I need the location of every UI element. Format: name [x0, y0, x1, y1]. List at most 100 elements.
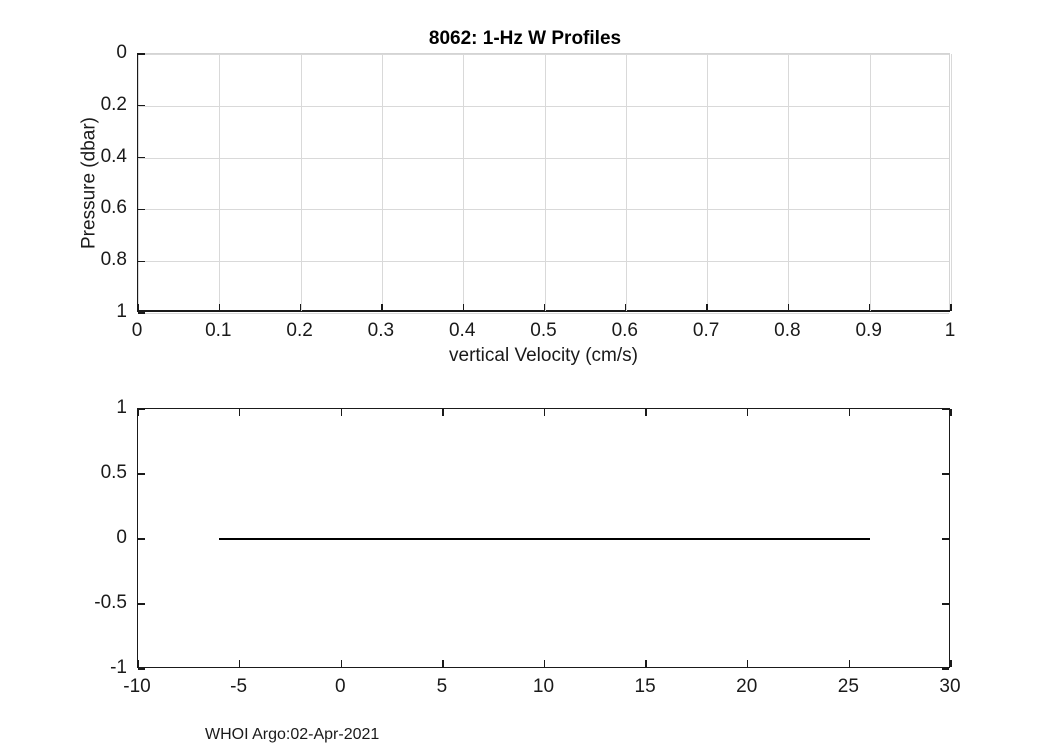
- x-tick-mark: [299, 304, 302, 311]
- x-tick-mark: [950, 304, 952, 311]
- x-tick-mark: [442, 660, 444, 667]
- y-tick-label: 0.5: [100, 462, 127, 483]
- y-tick-mark: [138, 603, 145, 605]
- gridline-vertical: [463, 54, 465, 311]
- x-tick-label: 0.8: [774, 320, 801, 341]
- y-tick-mark-right: [942, 473, 949, 475]
- y-tick-mark: [138, 53, 145, 55]
- y-tick-label: 0: [116, 42, 127, 63]
- x-tick-mark-top: [238, 409, 241, 416]
- upper-x-axis-title: vertical Velocity (cm/s): [449, 345, 638, 366]
- x-tick-mark: [747, 660, 749, 667]
- x-tick-label: 0.3: [367, 320, 395, 341]
- x-tick-label: 5: [436, 676, 448, 697]
- x-tick-label: 20: [736, 676, 758, 697]
- x-tick-label: 0.9: [855, 320, 882, 341]
- x-tick-mark: [706, 304, 708, 311]
- gridline-horizontal: [138, 261, 949, 263]
- y-tick-mark: [138, 473, 145, 475]
- x-tick-label: 0.1: [205, 320, 232, 341]
- x-tick-mark: [543, 304, 546, 311]
- x-tick-mark: [137, 660, 139, 667]
- gridline-horizontal: [138, 313, 949, 314]
- gridline-vertical: [300, 54, 302, 311]
- y-tick-mark: [138, 208, 145, 211]
- x-tick-mark-top: [950, 409, 952, 416]
- y-tick-mark-right: [942, 538, 949, 540]
- x-tick-mark: [625, 304, 627, 311]
- gridline-vertical: [951, 54, 952, 311]
- y-tick-label: 1: [116, 397, 127, 418]
- x-tick-mark: [787, 304, 790, 311]
- y-tick-mark-right: [942, 668, 949, 670]
- lower-plot-axes: [137, 408, 952, 670]
- y-tick-label: 0.2: [100, 93, 127, 115]
- y-tick-label: 0.6: [100, 197, 127, 219]
- x-tick-mark: [340, 660, 342, 667]
- figure-title: 8062: 1-Hz W Profiles: [428, 28, 622, 49]
- gridline-vertical: [381, 54, 383, 311]
- gridline-vertical: [788, 54, 790, 311]
- y-tick-label: 0: [116, 527, 127, 548]
- x-tick-mark: [137, 304, 139, 311]
- y-tick-mark: [138, 538, 145, 540]
- y-tick-mark: [138, 668, 145, 670]
- x-tick-label: 0.2: [286, 320, 313, 341]
- footer-credit: WHOI Argo:02-Apr-2021: [205, 726, 380, 743]
- gridline-horizontal: [138, 157, 949, 159]
- y-tick-mark-right: [942, 408, 949, 410]
- x-tick-mark: [848, 660, 851, 667]
- x-tick-label: 0: [334, 676, 346, 697]
- x-tick-mark: [238, 660, 241, 667]
- y-tick-mark: [138, 312, 145, 314]
- x-tick-mark: [645, 660, 647, 667]
- x-tick-label: -10: [123, 676, 151, 697]
- x-tick-label: 10: [532, 676, 555, 697]
- x-tick-label: 1: [944, 320, 956, 341]
- y-tick-label: -1: [110, 657, 127, 678]
- y-tick-label: -0.5: [94, 592, 127, 613]
- gridline-vertical: [138, 54, 139, 311]
- gridline-vertical: [869, 54, 871, 311]
- x-tick-mark-top: [442, 409, 444, 416]
- gridline-horizontal: [138, 54, 949, 55]
- y-tick-mark: [138, 260, 145, 262]
- y-tick-label: 0.4: [100, 145, 127, 167]
- x-tick-mark-top: [645, 409, 647, 416]
- gridline-vertical: [625, 54, 627, 311]
- x-tick-mark: [869, 304, 871, 311]
- x-tick-mark: [218, 304, 220, 311]
- x-tick-mark: [462, 304, 464, 311]
- x-tick-label: 0.7: [692, 320, 720, 341]
- x-tick-label: 0: [131, 320, 143, 341]
- x-tick-mark: [950, 660, 952, 667]
- x-tick-mark-top: [848, 409, 851, 416]
- x-tick-mark-top: [543, 409, 546, 416]
- x-tick-label: 0.5: [530, 320, 557, 341]
- upper-axis-left-spine: [137, 53, 139, 312]
- y-tick-mark: [138, 156, 145, 159]
- x-tick-label: 15: [634, 676, 656, 697]
- y-tick-mark: [138, 408, 145, 410]
- upper-y-axis-title: Pressure (dbar): [78, 117, 100, 249]
- upper-plot-axes: [137, 53, 952, 314]
- x-tick-label: 0.6: [611, 320, 639, 341]
- x-tick-mark: [381, 304, 383, 311]
- x-tick-mark-top: [137, 409, 139, 416]
- x-tick-mark: [543, 660, 546, 667]
- gridline-vertical: [544, 54, 546, 311]
- y-tick-mark-right: [942, 603, 949, 605]
- x-tick-label: 0.4: [448, 320, 476, 341]
- y-tick-label: 1: [116, 301, 127, 322]
- y-tick-mark: [138, 105, 145, 107]
- x-tick-label: 25: [837, 676, 859, 697]
- upper-axis-bottom-spine: [137, 310, 950, 312]
- gridline-horizontal: [138, 105, 949, 107]
- y-tick-label: 0.8: [100, 249, 127, 271]
- gridline-horizontal: [138, 209, 949, 211]
- data-series-line: [219, 538, 870, 540]
- x-tick-label: 30: [939, 676, 961, 697]
- x-tick-mark-top: [747, 409, 749, 416]
- gridline-vertical: [707, 54, 709, 311]
